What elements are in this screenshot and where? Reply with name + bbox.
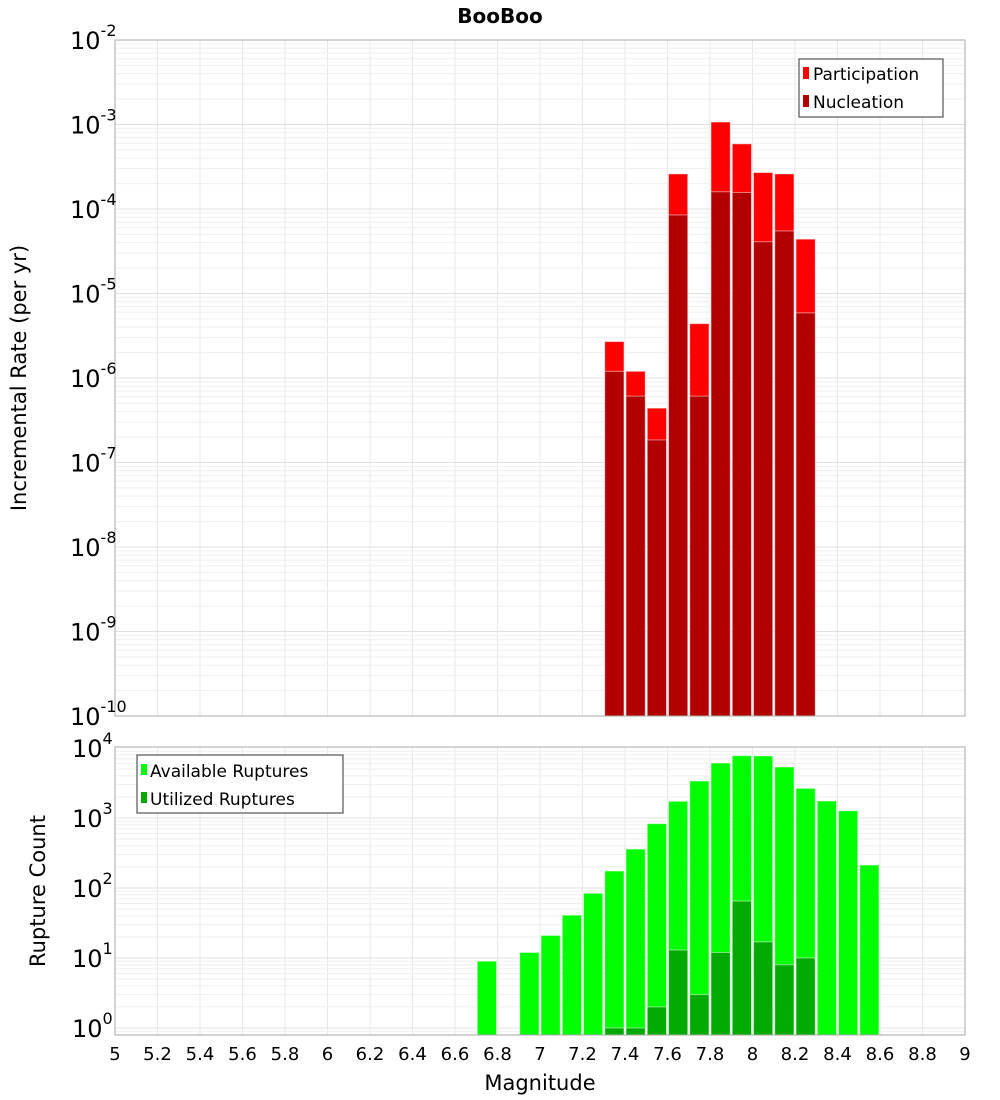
- bar-utilized-ruptures: [795, 957, 816, 1036]
- x-tick-label: 5.4: [186, 1044, 215, 1065]
- bar-nucleation: [753, 241, 774, 717]
- bottom-y-ticks: 104 103 102 101 100: [72, 729, 113, 1043]
- top-y-tick-label: 10-3: [70, 106, 117, 140]
- bar-utilized-ruptures: [689, 994, 710, 1036]
- bottom-bars: [476, 755, 880, 1036]
- bar-utilized-ruptures: [604, 1027, 625, 1036]
- legend-label-available: Available Ruptures: [150, 762, 308, 782]
- top-y-tick-label: 10-6: [70, 359, 117, 393]
- top-y-tick-label: 10-2: [70, 21, 117, 55]
- bottom-y-tick-label: 102: [72, 869, 113, 903]
- top-y-tick-label: 10-7: [70, 444, 117, 478]
- bar-available-ruptures: [583, 892, 604, 1036]
- x-ticks: 5 5.2 5.4 5.6 5.8 6 6.2 6.4 6.6 6.8 7 7.2 7.4 7.6 7.8 8…: [109, 1044, 970, 1065]
- bottom-y-tick-label: 101: [72, 939, 113, 973]
- x-tick-label: 6.2: [356, 1044, 385, 1065]
- x-tick-label: 8.8: [908, 1044, 937, 1065]
- bar-nucleation: [646, 439, 667, 717]
- x-tick-label: 8.6: [866, 1044, 895, 1065]
- bottom-y-tick-label: 100: [72, 1009, 113, 1043]
- bar-available-ruptures: [604, 870, 625, 1036]
- x-tick-label: 7.8: [696, 1044, 725, 1065]
- bar-utilized-ruptures: [774, 964, 795, 1036]
- bar-utilized-ruptures: [625, 1027, 646, 1036]
- legend-swatch-available: [141, 764, 147, 775]
- bar-nucleation: [774, 230, 795, 717]
- legend-swatch-utilized: [141, 792, 147, 803]
- bar-available-ruptures: [838, 810, 859, 1036]
- bar-utilized-ruptures: [731, 900, 752, 1036]
- bar-utilized-ruptures: [710, 951, 731, 1036]
- x-tick-label: 6.6: [441, 1044, 470, 1065]
- x-tick-label: 8: [747, 1044, 758, 1065]
- bottom-y-tick-label: 103: [72, 799, 113, 833]
- bar-utilized-ruptures: [646, 1006, 667, 1036]
- legend-swatch-nucleation: [803, 95, 809, 107]
- top-y-ticks: 10-2 10-3 10-4 10-5 10-6 10-7 10-8 10-9 10-10: [70, 21, 127, 731]
- x-tick-label: 7.4: [611, 1044, 640, 1065]
- top-grid: [115, 40, 965, 717]
- bottom-plot-frame: [114, 746, 966, 1036]
- legend-label-utilized: Utilized Ruptures: [150, 790, 295, 810]
- bar-available-ruptures: [476, 960, 497, 1036]
- x-axis-label: Magnitude: [484, 1071, 595, 1095]
- top-y-tick-label: 10-8: [70, 528, 117, 562]
- bar-available-ruptures: [859, 864, 880, 1036]
- x-tick-label: 6: [322, 1044, 333, 1065]
- bar-utilized-ruptures: [668, 949, 689, 1036]
- bar-nucleation: [731, 191, 752, 717]
- x-tick-label: 5.2: [143, 1044, 172, 1065]
- x-tick-label: 5.6: [228, 1044, 257, 1065]
- bar-nucleation: [710, 191, 731, 717]
- top-plot-frame: [114, 39, 966, 717]
- bar-utilized-ruptures: [753, 941, 774, 1036]
- top-y-tick-label: 10-5: [70, 275, 117, 309]
- x-tick-label: 7.6: [653, 1044, 682, 1065]
- x-tick-label: 9: [959, 1044, 970, 1065]
- x-tick-label: 7: [534, 1044, 545, 1065]
- bottom-y-axis-label: Rupture Count: [26, 815, 50, 967]
- top-legend: Participation Nucleation: [798, 58, 944, 118]
- top-y-tick-label: 10-9: [70, 613, 117, 647]
- x-tick-label: 8.2: [781, 1044, 810, 1065]
- top-y-tick-label: 10-4: [70, 190, 117, 224]
- x-tick-label: 8.4: [823, 1044, 852, 1065]
- bar-available-ruptures: [625, 848, 646, 1036]
- x-tick-label: 5: [109, 1044, 120, 1065]
- x-tick-label: 7.2: [568, 1044, 597, 1065]
- bottom-y-tick-label: 104: [72, 729, 113, 763]
- bar-available-ruptures: [519, 951, 540, 1036]
- bar-available-ruptures: [561, 914, 582, 1036]
- legend-label-participation: Participation: [813, 65, 919, 85]
- x-tick-label: 6.8: [483, 1044, 512, 1065]
- bar-nucleation: [689, 395, 710, 717]
- bar-nucleation: [625, 395, 646, 717]
- x-tick-label: 5.8: [271, 1044, 300, 1065]
- bar-nucleation: [795, 312, 816, 717]
- bar-nucleation: [668, 214, 689, 717]
- x-tick-label: 6.4: [398, 1044, 427, 1065]
- legend-label-nucleation: Nucleation: [813, 93, 904, 113]
- top-y-axis-label: Incremental Rate (per yr): [7, 245, 31, 511]
- bar-nucleation: [604, 370, 625, 717]
- chart-title: BooBoo: [457, 4, 542, 28]
- bar-available-ruptures: [646, 823, 667, 1036]
- legend-swatch-participation: [803, 67, 809, 79]
- bottom-legend: Available Ruptures Utilized Ruptures: [136, 754, 344, 814]
- bar-available-ruptures: [816, 800, 837, 1036]
- top-y-tick-label: 10-10: [70, 697, 127, 731]
- bar-available-ruptures: [540, 934, 561, 1036]
